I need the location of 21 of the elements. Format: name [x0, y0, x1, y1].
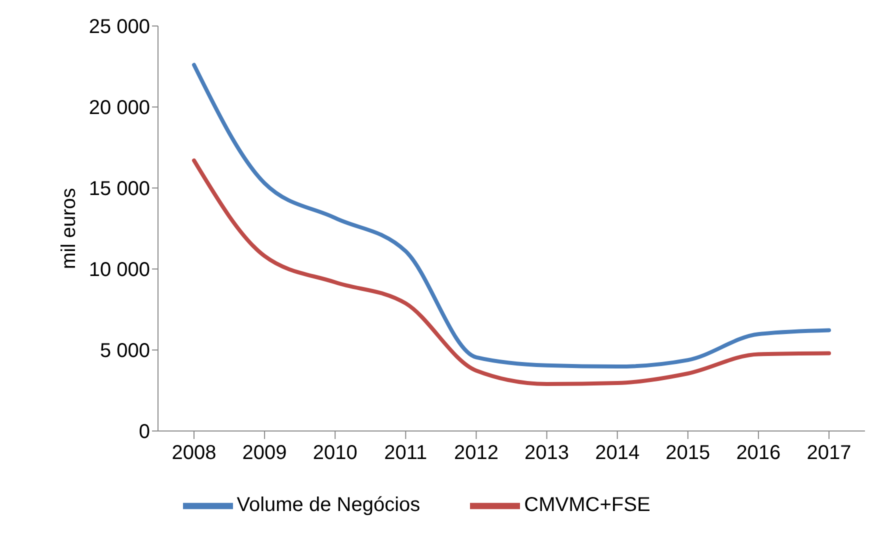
x-tick-label: 2016 [736, 442, 781, 464]
line-series [192, 62, 831, 369]
y-tick-label: 5 000 [100, 340, 150, 362]
x-tick-label: 2011 [384, 442, 428, 464]
x-tick-label: 2010 [312, 442, 358, 464]
x-tick-label: 2012 [454, 442, 498, 464]
x-tick-label: 2008 [172, 442, 216, 464]
legend-label: CMVMC+FSE [524, 494, 650, 516]
y-tick-label: 20 000 [88, 97, 150, 120]
y-tick-label: 25 000 [88, 16, 150, 38]
legend-label: Volume de Negócios [236, 494, 420, 516]
y-tick-label: 15 000 [88, 178, 150, 200]
x-tick-label: 2009 [242, 442, 287, 464]
x-tick-label: 2017 [806, 442, 852, 464]
x-tick-label: 2014 [595, 442, 640, 464]
x-tick-label: 2013 [524, 442, 570, 464]
y-tick-label: 0 [138, 421, 150, 444]
x-tick-label: 2015 [666, 442, 710, 464]
y-tick-label: 10 000 [88, 259, 150, 282]
y-axis-title: mil euros [58, 188, 80, 270]
line-series [192, 158, 831, 386]
